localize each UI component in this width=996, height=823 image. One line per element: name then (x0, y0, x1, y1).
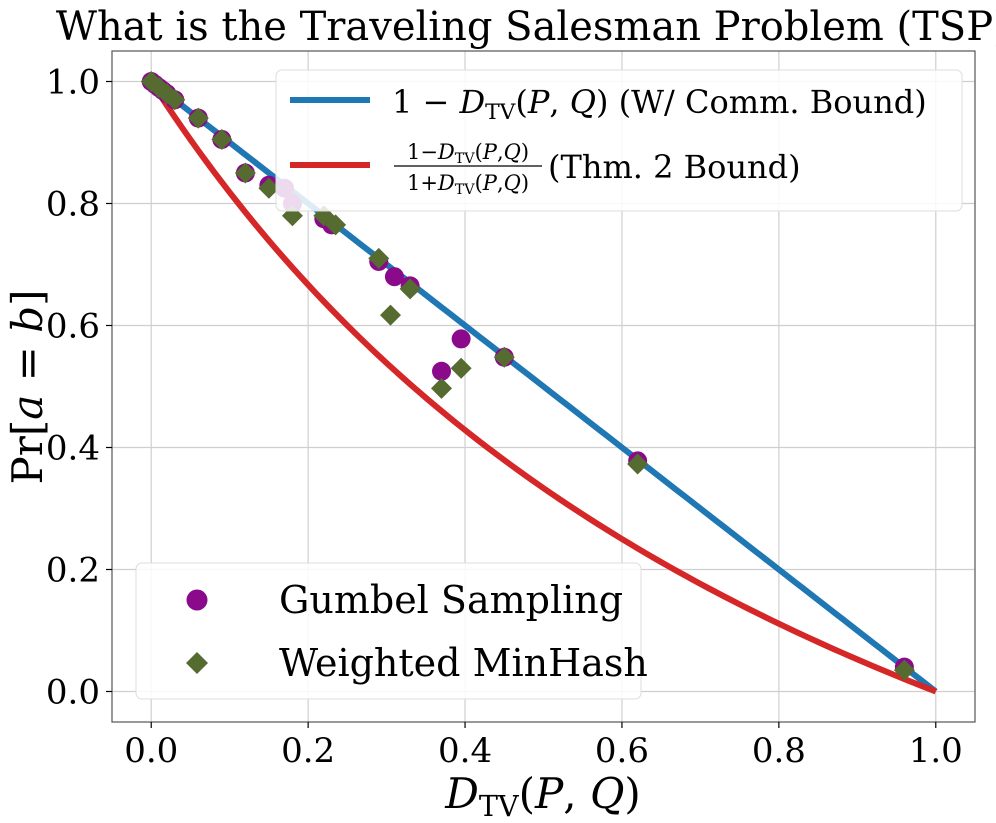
minhash-point (450, 357, 472, 379)
minhash-point (164, 89, 186, 111)
legend-label-comm: 1 − DTV(P, Q) (W/ Comm. Bound) (392, 83, 927, 125)
gumbel-point (384, 267, 404, 287)
x-tick-label: 1.0 (909, 731, 963, 771)
bound-curve-thm2 (148, 79, 937, 695)
y-tick-label: 0.2 (46, 551, 100, 591)
y-tick-label: 1.0 (46, 63, 100, 103)
legend-label-gumbel: Gumbel Sampling (279, 578, 623, 622)
minhash-point (325, 214, 347, 236)
y-tick-label: 0.4 (46, 429, 100, 469)
x-axis-label: DTV(P, Q) (444, 769, 641, 823)
scatter-points (140, 71, 915, 681)
x-tick-label: 0.6 (595, 731, 649, 771)
x-tick-label: 0.0 (124, 731, 178, 771)
x-tick-label: 0.4 (438, 731, 492, 771)
x-tick-label: 0.8 (752, 731, 806, 771)
legend-label-thm2: (Thm. 2 Bound) (548, 148, 801, 186)
legend-methods: Gumbel Sampling Weighted MinHash (135, 562, 648, 700)
y-axis-label: Pr[a = b] (3, 290, 52, 485)
minhash-point (211, 128, 233, 150)
minhash-point (399, 278, 421, 300)
minhash-point (431, 377, 453, 399)
minhash-point (380, 304, 402, 326)
x-tick-label: 0.2 (281, 731, 335, 771)
minhash-point (893, 659, 915, 681)
legend-marker-minhash (186, 652, 208, 674)
minhash-point (493, 346, 515, 368)
y-tick-label: 0.6 (46, 307, 100, 347)
legend-methods-box (135, 562, 642, 700)
legend-marker-gumbel (186, 589, 208, 611)
legend-bounds: 1 − DTV(P, Q) (W/ Comm. Bound) 1−DTV(P,Q)… (275, 69, 963, 212)
legend-fraction-numerator: 1−DTV(P,Q) (407, 140, 529, 167)
gumbel-point (432, 361, 452, 381)
minhash-point (368, 247, 390, 269)
minhash-point (234, 162, 256, 184)
legend-fraction-denominator: 1+DTV(P,Q) (407, 171, 529, 198)
minhash-point (258, 177, 280, 199)
tick-labels: 0.0 0.2 0.4 0.6 0.8 1.0 0.0 0.2 0.4 0.6 0.8 1.0 (46, 63, 963, 772)
gumbel-point (451, 329, 471, 349)
minhash-point (627, 453, 649, 475)
legend-bounds-box (275, 69, 963, 212)
axes-frame (111, 50, 976, 723)
minhash-point (187, 107, 209, 129)
legend-label-minhash: Weighted MinHash (279, 641, 648, 685)
chart-title: What is the Traveling Salesman Problem (… (56, 4, 996, 50)
y-tick-label: 0.8 (46, 185, 100, 225)
y-tick-label: 0.0 (46, 673, 100, 713)
